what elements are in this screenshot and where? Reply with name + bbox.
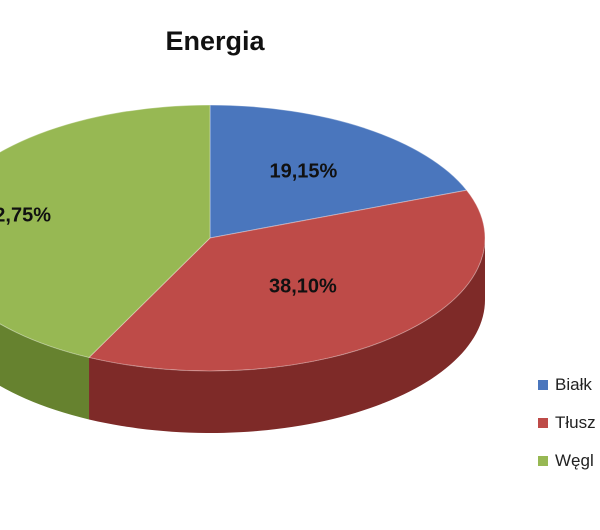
data-label-białko: 19,15% [269, 160, 337, 182]
legend-label: Białk [555, 375, 592, 394]
pie-slice-białko [209, 104, 468, 239]
legend-label: Węgl [555, 451, 594, 470]
legend-swatch [538, 418, 548, 428]
data-label-węglowodany: 42,75% [0, 205, 51, 227]
data-label-tłuszcze: 38,10% [269, 275, 337, 297]
legend-item-tłuszcze: Tłusz [538, 404, 596, 442]
pie-slice-tłuszcze [88, 189, 486, 372]
pie-slice-węglowodany [0, 104, 211, 358]
pie-sides [0, 238, 486, 434]
legend-swatch [538, 380, 548, 390]
legend-item-węglowodany: Węgl [538, 442, 596, 480]
chart-title: Energia [165, 26, 265, 56]
legend-swatch [538, 456, 548, 466]
pie-slices [0, 104, 486, 372]
legend-label: Tłusz [555, 413, 596, 432]
pie-slice-side-tłuszcze [89, 238, 486, 434]
legend-item-białko: Białk [538, 366, 596, 404]
pie-slice-side-węglowodany [0, 323, 90, 420]
legend: Białk Tłusz Węgl [538, 366, 596, 480]
pie-data-labels: 19,15% 38,10% 42,75% [0, 160, 338, 297]
